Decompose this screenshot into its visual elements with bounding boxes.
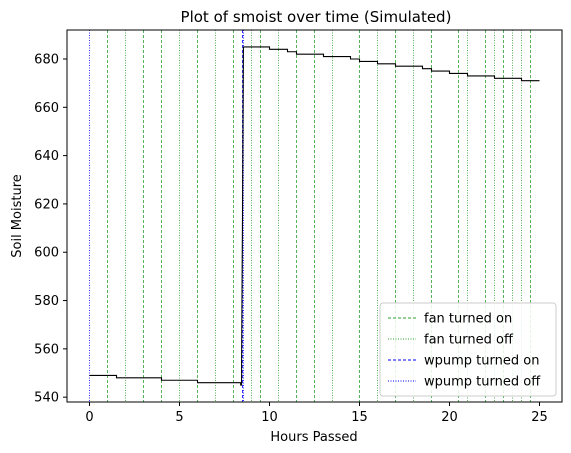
series-layer (89, 46, 540, 386)
y-tick-label: 640 (34, 149, 59, 164)
legend-label-fan-turned-off: fan turned off (424, 333, 514, 348)
y-tick-label: 560 (34, 342, 59, 357)
chart-title: Plot of smoist over time (Simulated) (181, 8, 452, 26)
plot-frame (66, 29, 563, 403)
legend: fan turned on fan turned off wpump turned … (379, 302, 557, 397)
x-tick-label: 15 (351, 410, 368, 425)
x-tick-label: 25 (531, 410, 548, 425)
y-tick-label: 600 (34, 246, 59, 261)
y-axis-label: Soil Moisture (10, 174, 25, 258)
y-tick-label: 580 (34, 294, 59, 309)
x-tick-label: 5 (175, 410, 183, 425)
y-tick-label: 680 (34, 52, 59, 67)
x-tick-label: 10 (261, 410, 278, 425)
x-tick-label: 0 (85, 410, 93, 425)
x-axis: 0 5 10 15 20 25 (85, 402, 548, 425)
x-axis-label: Hours Passed (270, 430, 357, 445)
y-tick-label: 660 (34, 101, 59, 116)
legend-box (379, 302, 557, 397)
legend-label-wpump-turned-off: wpump turned off (424, 375, 541, 390)
series-line (89, 46, 540, 386)
y-tick-label: 620 (34, 197, 59, 212)
y-axis: 540 560 580 600 620 640 660 680 (34, 52, 67, 406)
x-tick-label: 20 (441, 410, 458, 425)
y-tick-label: 540 (34, 391, 59, 406)
legend-label-fan-turned-on: fan turned on (424, 312, 512, 327)
legend-label-wpump-turned-on: wpump turned on (424, 354, 539, 369)
